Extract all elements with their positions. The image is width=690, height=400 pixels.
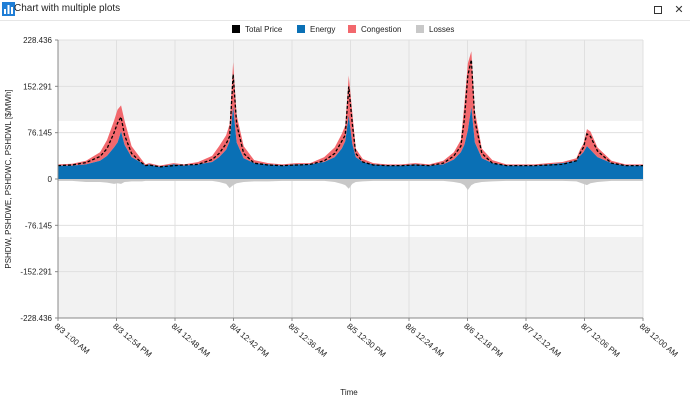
legend-label-energy: Energy [310,25,335,34]
x-ticks: 8/3 1:00 AM 8/3 12:54 PM 8/4 12:48 AM 8/4 1… [53,318,680,359]
x-tick-label: 8/4 12:48 AM [170,322,212,359]
x-tick-label: 8/6 12:18 PM [462,322,504,360]
legend-swatch-losses [416,25,424,33]
chart-app-icon [2,2,15,16]
x-tick-label: 8/7 12:06 PM [579,322,621,360]
losses-area [58,179,643,190]
x-axis-title: Time [340,388,358,397]
x-tick-label: 8/3 1:00 AM [53,322,92,357]
restore-icon [654,6,662,14]
legend-swatch-congestion [348,25,356,33]
x-tick-label: 8/4 12:42 PM [228,322,270,360]
y-tick-label: 0 [48,175,53,184]
y-tick-label: 228.436 [23,36,52,45]
y-tick-label: 76.145 [28,129,53,138]
y-tick-label: -228.436 [20,314,52,323]
legend: Total Price Energy Congestion Losses [232,25,454,34]
legend-label-congestion: Congestion [361,25,401,34]
legend-swatch-total [232,25,240,33]
legend-swatch-energy [297,25,305,33]
y-tick-label: -152.291 [20,268,52,277]
y-tick-label: 152.291 [23,82,52,91]
energy-area [58,107,643,179]
legend-label-total: Total Price [245,25,283,34]
x-tick-label: 8/5 12:30 PM [345,322,387,360]
restore-button[interactable] [650,2,666,18]
y-axis-title: PSHDW, PSHDWE, PSHDWC, PSHDWL [$/MWh] [4,89,13,268]
window-title: Chart with multiple plots [14,3,121,14]
window-titlebar: Chart with multiple plots ✕ [0,0,690,21]
multi-plot-chart: 228.436 152.291 76.145 0 -76.145 -152.291 -228… [4,25,680,397]
y-tick-label: -76.145 [25,221,53,230]
x-tick-label: 8/5 12:36 AM [287,322,329,359]
y-ticks: 228.436 152.291 76.145 0 -76.145 -152.291 -228… [20,36,58,323]
x-tick-label: 8/6 12:24 AM [404,322,446,359]
close-button[interactable]: ✕ [674,4,684,16]
x-tick-label: 8/3 12:54 PM [111,322,153,360]
x-tick-label: 8/8 12:00 AM [638,322,680,359]
x-tick-label: 8/7 12:12 AM [521,322,563,359]
legend-label-losses: Losses [429,25,454,34]
